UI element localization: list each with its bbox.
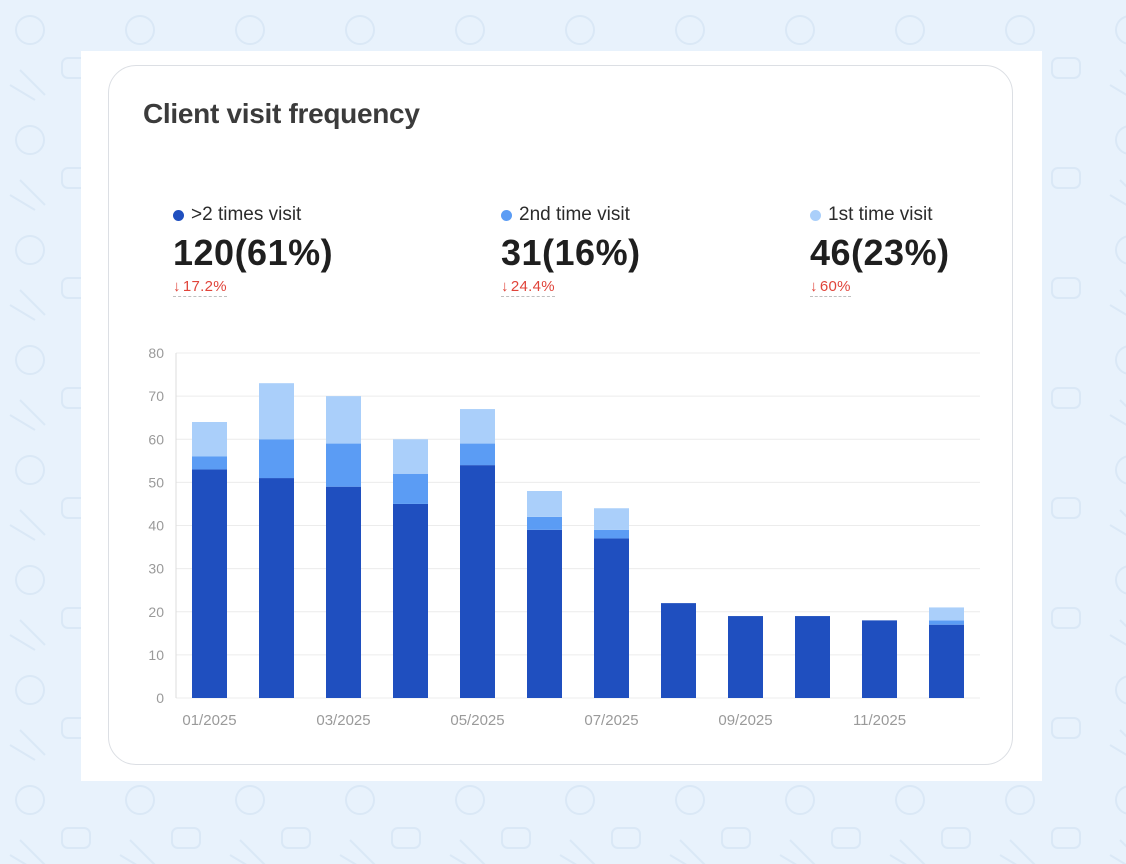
bar-segment [393,439,428,474]
y-tick-label: 20 [148,604,164,620]
y-tick-label: 0 [156,690,164,706]
bar-segment [862,620,897,698]
chart-title: Client visit frequency [143,98,420,129]
bar-segment [661,603,696,698]
bar-segment [326,396,361,444]
y-tick-label: 70 [148,388,164,404]
x-tick-label: 05/2025 [450,712,504,729]
arrow-down-icon: ↓ [501,278,509,295]
stat-value: 31(16%) [501,232,641,273]
bar-segment [326,486,361,698]
stat-1st-time-visits: 1st time visit 46(23%) ↓ 60% [810,204,950,297]
bar-segment [326,443,361,487]
legend-item: 2nd time visit [501,204,641,226]
bar-segment [594,538,629,698]
legend-label: >2 times visit [191,204,302,225]
bar-segment [527,516,562,530]
arrow-down-icon: ↓ [810,278,818,295]
change-indicator[interactable]: ↓ 60% [810,278,851,297]
bar-segment [393,473,428,504]
bar-segment [527,529,562,698]
bar-segment [259,439,294,479]
legend-label: 2nd time visit [519,204,630,225]
legend-item: >2 times visit [173,204,333,226]
bar-segment [795,616,830,698]
legend-label: 1st time visit [828,204,933,225]
stat-value: 46(23%) [810,232,950,273]
bar-segment [929,624,964,698]
change-indicator[interactable]: ↓ 24.4% [501,278,555,297]
y-tick-label: 50 [148,474,164,490]
bar-segment [192,469,227,698]
x-tick-label: 01/2025 [182,712,236,729]
change-value: 24.4% [510,278,555,295]
x-tick-label: 09/2025 [718,712,772,729]
legend-dot-icon [173,209,184,221]
bar-segment [393,503,428,698]
bar-segment [527,491,562,517]
stat-value: 120(61%) [173,232,334,273]
bar-segment [929,607,964,621]
bar-segment [192,456,227,470]
y-tick-label: 10 [148,647,164,663]
bar-segment [192,422,227,457]
bar-segment [460,465,495,698]
legend-dot-icon [501,209,512,221]
bar-segment [460,443,495,466]
y-tick-label: 60 [148,431,164,447]
legend-item: 1st time visit [810,204,950,226]
change-indicator[interactable]: ↓ 17.2% [173,278,227,297]
stat-more-than-2-visits: >2 times visit 120(61%) ↓ 17.2% [173,204,333,297]
bar-segment [929,620,964,625]
change-value: 17.2% [182,278,227,295]
legend-dot-icon [810,209,821,221]
x-tick-label: 11/2025 [853,712,906,729]
x-tick-label: 07/2025 [584,712,638,729]
change-value: 60% [819,278,851,295]
stat-2nd-time-visits: 2nd time visit 31(16%) ↓ 24.4% [501,204,641,297]
bar-segment [728,616,763,698]
stacked-bar-chart: 0 10 20 30 40 50 60 70 80 01/2025 03/2025 05/2025 07… [148,345,980,729]
bar-segment [594,529,629,539]
arrow-down-icon: ↓ [173,278,181,295]
bar-segment [259,383,294,440]
y-tick-label: 80 [148,345,164,361]
bar-segment [594,508,629,530]
y-tick-label: 40 [148,518,164,534]
x-tick-label: 03/2025 [316,712,370,729]
bar-segment [460,409,495,444]
y-tick-label: 30 [148,561,164,577]
bar-segment [259,478,294,698]
